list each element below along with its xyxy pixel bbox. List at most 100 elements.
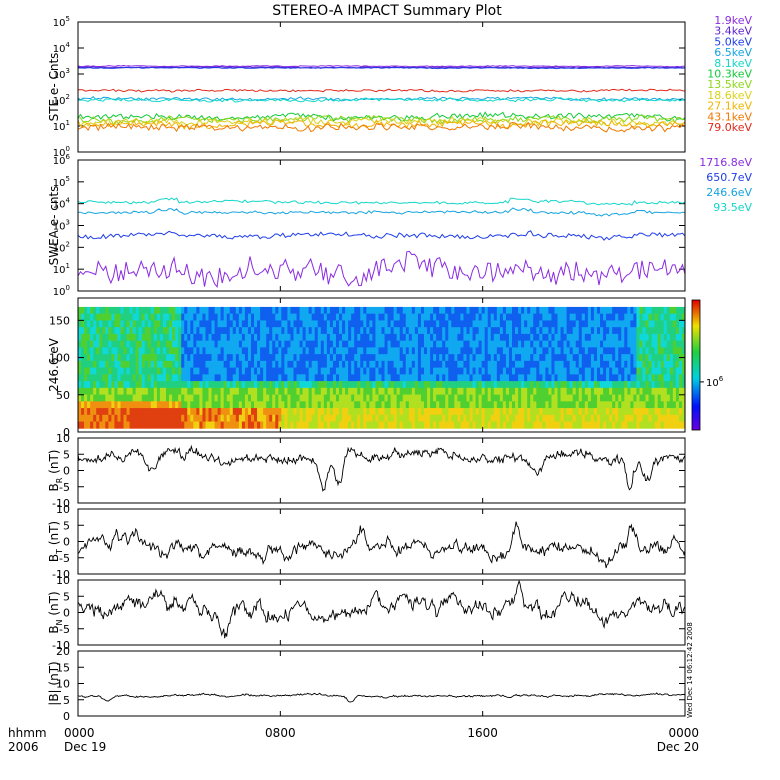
pad-cell — [314, 313, 319, 321]
pad-cell — [345, 340, 349, 348]
pad-cell — [99, 394, 103, 402]
pad-cell — [138, 306, 143, 315]
pad-cell — [390, 320, 395, 328]
pad-cell — [281, 320, 285, 328]
pad-cell — [436, 354, 440, 362]
pad-cell — [530, 387, 534, 395]
pad-cell — [633, 394, 637, 402]
pad-cell — [332, 360, 337, 368]
pad-cell — [575, 333, 580, 342]
pad-cell — [199, 313, 203, 321]
pad-cell — [411, 333, 416, 342]
pad-cell — [451, 320, 455, 328]
pad-cell — [199, 367, 203, 375]
pad-cell — [542, 374, 546, 382]
pad-cell — [505, 354, 510, 362]
pad-cell — [427, 306, 431, 315]
pad-cell — [211, 387, 215, 395]
pad-cell — [266, 394, 270, 402]
pad-cell — [417, 387, 422, 395]
pad-cell — [190, 313, 194, 321]
pad-cell — [417, 401, 422, 409]
pad-cell — [314, 367, 319, 375]
legend-group: 1.9keV3.4keV5.0keV6.5keV8.1keV10.3keV13.… — [699, 14, 752, 214]
pad-cell — [345, 387, 349, 395]
pad-cell — [508, 340, 513, 348]
pad-cell — [208, 306, 212, 315]
pad-cell — [420, 327, 425, 335]
pad-cell — [178, 360, 182, 368]
pad-cell — [475, 408, 480, 416]
pad-cell — [399, 313, 404, 321]
pad-cell — [162, 320, 167, 328]
pad-cell — [505, 401, 510, 409]
pad-cell — [181, 354, 185, 362]
pad-cell — [627, 327, 631, 335]
pad-cell — [235, 408, 240, 416]
pad-cell — [366, 381, 370, 389]
pad-cell — [572, 387, 577, 395]
pad-cell — [296, 401, 300, 409]
pad-cell — [166, 421, 170, 429]
pad-cell — [572, 401, 577, 409]
pad-cell — [396, 374, 401, 382]
pad-cell — [96, 401, 100, 409]
pad-cell — [627, 360, 631, 368]
pad-cell — [554, 374, 558, 382]
pad-cell — [302, 421, 307, 429]
pad-cell — [399, 401, 404, 409]
pad-cell — [305, 381, 310, 389]
pad-cell — [433, 401, 437, 409]
pad-cell — [615, 313, 619, 321]
pad-cell — [545, 320, 549, 328]
pad-cell — [615, 408, 619, 416]
pad-cell — [666, 340, 671, 348]
pad-cell — [320, 333, 325, 342]
pad-cell — [335, 394, 340, 402]
pad-cell — [600, 333, 604, 342]
pad-cell — [457, 333, 461, 342]
pad-cell — [466, 333, 470, 342]
pad-cell — [84, 320, 88, 328]
pad-cell — [411, 313, 416, 321]
pad-cell — [651, 367, 656, 375]
pad-cell — [572, 313, 577, 321]
pad-cell — [436, 333, 440, 342]
pad-cell — [439, 374, 443, 382]
pad-cell — [408, 320, 413, 328]
pad-cell — [369, 333, 373, 342]
pad-cell — [533, 401, 537, 409]
pad-cell — [150, 340, 155, 348]
pad-cell — [90, 381, 94, 389]
pad-cell — [490, 327, 495, 335]
pad-cell — [481, 367, 486, 375]
pad-cell — [217, 421, 222, 429]
pad-cell — [630, 320, 634, 328]
pad-cell — [162, 414, 167, 422]
pad-cell — [408, 340, 413, 348]
pad-cell — [663, 313, 668, 321]
pad-cell — [251, 421, 255, 429]
pad-cell — [596, 421, 601, 429]
pad-cell — [496, 306, 501, 315]
pad-cell — [263, 320, 267, 328]
pad-cell — [678, 313, 683, 321]
pad-cell — [657, 381, 662, 389]
pad-cell — [624, 414, 628, 422]
pad-cell — [484, 340, 489, 348]
pad-cell — [518, 381, 522, 389]
pad-cell — [390, 387, 395, 395]
pad-cell — [587, 367, 592, 375]
pad-cell — [411, 394, 416, 402]
pad-cell — [366, 340, 370, 348]
pad-cell — [621, 313, 625, 321]
pad-ytick-label: 100 — [49, 352, 70, 365]
pad-cell — [530, 360, 534, 368]
pad-cell — [81, 347, 85, 355]
pad-cell — [181, 394, 185, 402]
pad-cell — [442, 333, 446, 342]
pad-cell — [587, 313, 592, 321]
pad-cell — [675, 408, 680, 416]
pad-cell — [81, 421, 85, 429]
pad-cell — [669, 306, 674, 315]
